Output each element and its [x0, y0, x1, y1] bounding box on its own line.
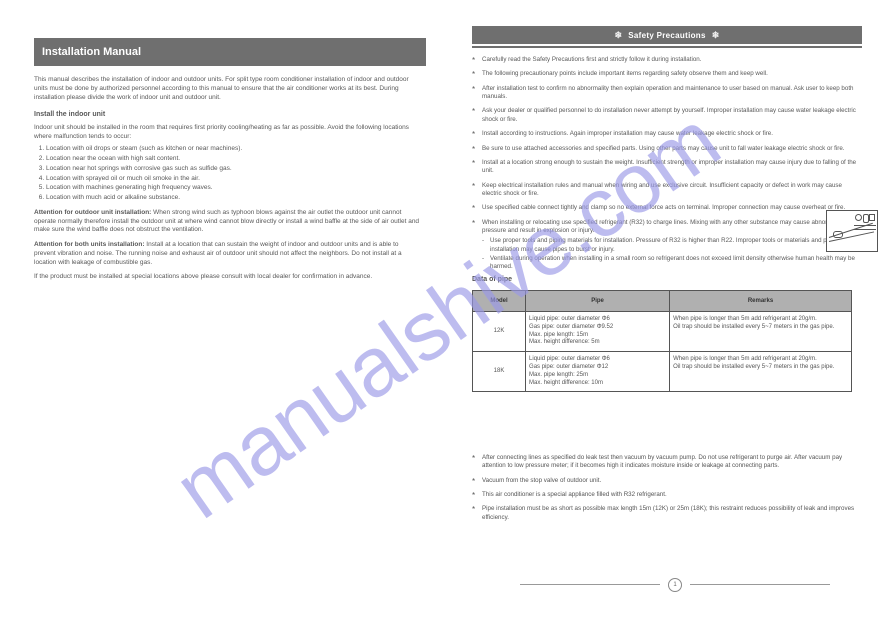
- list-item: The following precautionary points inclu…: [472, 70, 862, 78]
- table-header: Model: [473, 291, 526, 312]
- list-item: Location with machines generating high f…: [46, 184, 420, 193]
- closing-paragraph: If the product must be installed at spec…: [34, 273, 420, 282]
- footer-rule-left: [520, 584, 660, 585]
- table-cell: 12K: [473, 312, 526, 352]
- right-page: Safety Precautions Carefully read the Sa…: [472, 0, 878, 600]
- table-cell: Liquid pipe: outer diameter Φ6 Gas pipe:…: [526, 352, 670, 392]
- attention-block-1: Attention for outdoor unit installation:…: [34, 209, 420, 235]
- table-header: Pipe: [526, 291, 670, 312]
- section-title: Install the indoor unit: [34, 110, 420, 119]
- after-table-content: After connecting lines as specified do l…: [472, 454, 862, 528]
- table-cell: When pipe is longer than 5m add refriger…: [670, 352, 852, 392]
- page-number: 1: [668, 578, 682, 592]
- list-item: When installing or relocating use specif…: [472, 219, 862, 272]
- pipe-intro: When installing or relocating use specif…: [482, 219, 855, 234]
- footer-rule-right: [690, 584, 830, 585]
- table-header: Remarks: [670, 291, 852, 312]
- table-heading: Data of pipe: [472, 276, 512, 283]
- sub-list: Use proper tools and piping materials fo…: [482, 237, 862, 271]
- list-item: Install at a location strong enough to s…: [472, 159, 862, 176]
- list-item: Location with sprayed oil or much oil sm…: [46, 175, 420, 184]
- list-item: Location near the ocean with high salt c…: [46, 155, 420, 164]
- list-item: Keep electrical installation rules and m…: [472, 182, 862, 199]
- after-bullet-list: After connecting lines as specified do l…: [472, 454, 862, 522]
- table-row: 12K Liquid pipe: outer diameter Φ6 Gas p…: [473, 312, 852, 352]
- list-item: After installation test to confirm no ab…: [472, 85, 862, 102]
- list-item: Use specified cable connect tightly and …: [472, 204, 862, 212]
- list-item: Ventilate during operation when installi…: [482, 255, 862, 272]
- chapter-title-bar: Installation Manual: [34, 38, 426, 66]
- list-item: Install according to instructions. Again…: [472, 130, 862, 138]
- list-item: Location near hot springs with corrosive…: [46, 165, 420, 174]
- list-item: Carefully read the Safety Precautions fi…: [472, 56, 862, 64]
- intro2-paragraph: Indoor unit should be installed in the r…: [34, 124, 420, 142]
- list-item: Location with much acid or alkaline subs…: [46, 194, 420, 203]
- list-item: Use proper tools and piping materials fo…: [482, 237, 862, 254]
- list-item: After connecting lines as specified do l…: [472, 454, 862, 471]
- list-item: Be sure to use attached accessories and …: [472, 145, 862, 153]
- list-item: Pipe installation must be as short as po…: [472, 505, 862, 522]
- safety-title-bar: Safety Precautions: [472, 26, 862, 44]
- safety-underline: [472, 46, 862, 48]
- intro-paragraph: This manual describes the installation o…: [34, 76, 420, 102]
- pipe-data-table: Model Pipe Remarks 12K Liquid pipe: oute…: [472, 290, 852, 392]
- left-page: Installation Manual This manual describe…: [34, 0, 440, 600]
- right-content: Carefully read the Safety Precautions fi…: [472, 56, 862, 278]
- attention-title: Attention for both units installation:: [34, 241, 144, 248]
- page-footer: 1: [515, 576, 835, 590]
- table-cell: When pipe is longer than 5m add refriger…: [670, 312, 852, 352]
- attention-block-2: Attention for both units installation: I…: [34, 241, 420, 267]
- tools-figure: [826, 210, 878, 252]
- table-row: 18K Liquid pipe: outer diameter Φ6 Gas p…: [473, 352, 852, 392]
- list-item: Location with oil drops or steam (such a…: [46, 145, 420, 154]
- list-item: This air conditioner is a special applia…: [472, 491, 862, 499]
- safety-bullet-list: Carefully read the Safety Precautions fi…: [472, 56, 862, 272]
- avoid-list: Location with oil drops or steam (such a…: [34, 145, 420, 203]
- attention-title: Attention for outdoor unit installation:: [34, 209, 151, 216]
- table-cell: Liquid pipe: outer diameter Φ6 Gas pipe:…: [526, 312, 670, 352]
- left-content: This manual describes the installation o…: [34, 76, 420, 286]
- table-cell: 18K: [473, 352, 526, 392]
- list-item: Ask your dealer or qualified personnel t…: [472, 107, 862, 124]
- list-item: Vacuum from the stop valve of outdoor un…: [472, 477, 862, 485]
